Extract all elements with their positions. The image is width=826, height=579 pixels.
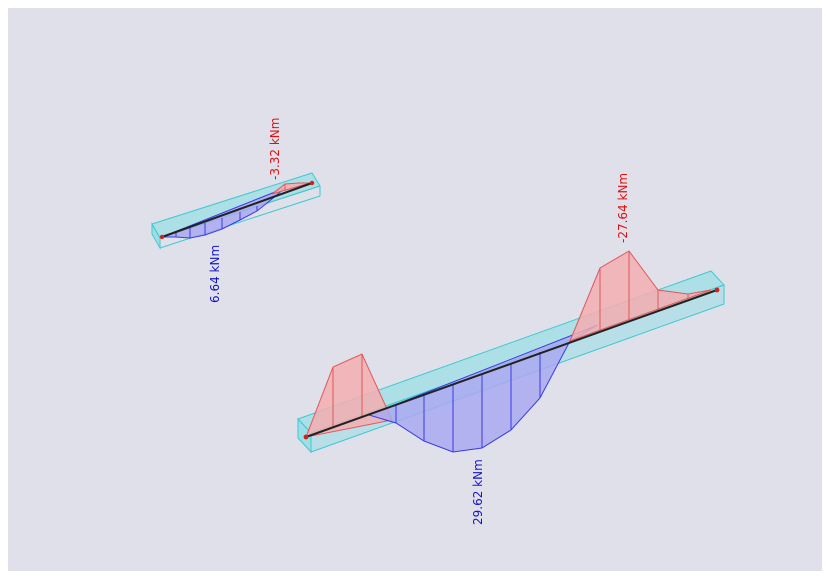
long-member[interactable]: -27.64 kNm 29.62 kNm (297, 173, 725, 525)
short-member-box (151, 172, 321, 239)
short-member-end-node[interactable] (309, 180, 315, 186)
short-member[interactable]: -3.32 kNm 6.64 kNm (151, 118, 321, 303)
long-member-min-label: 29.62 kNm (471, 459, 485, 525)
long-member-axis (305, 289, 718, 438)
short-member-start-node[interactable] (159, 234, 165, 240)
short-member-hogging-area (271, 182, 311, 195)
short-member-max-label: -3.32 kNm (268, 118, 282, 180)
long-member-max-label: -27.64 kNm (616, 173, 630, 243)
short-member-min-label: 6.64 kNm (208, 245, 222, 303)
3d-viewport[interactable]: -3.32 kNm 6.64 kNm (8, 8, 822, 571)
bending-moment-diagram: -3.32 kNm 6.64 kNm (151, 118, 725, 525)
short-member-axis (161, 182, 313, 238)
long-member-start-node[interactable] (303, 434, 309, 440)
long-member-end-node[interactable] (714, 287, 720, 293)
